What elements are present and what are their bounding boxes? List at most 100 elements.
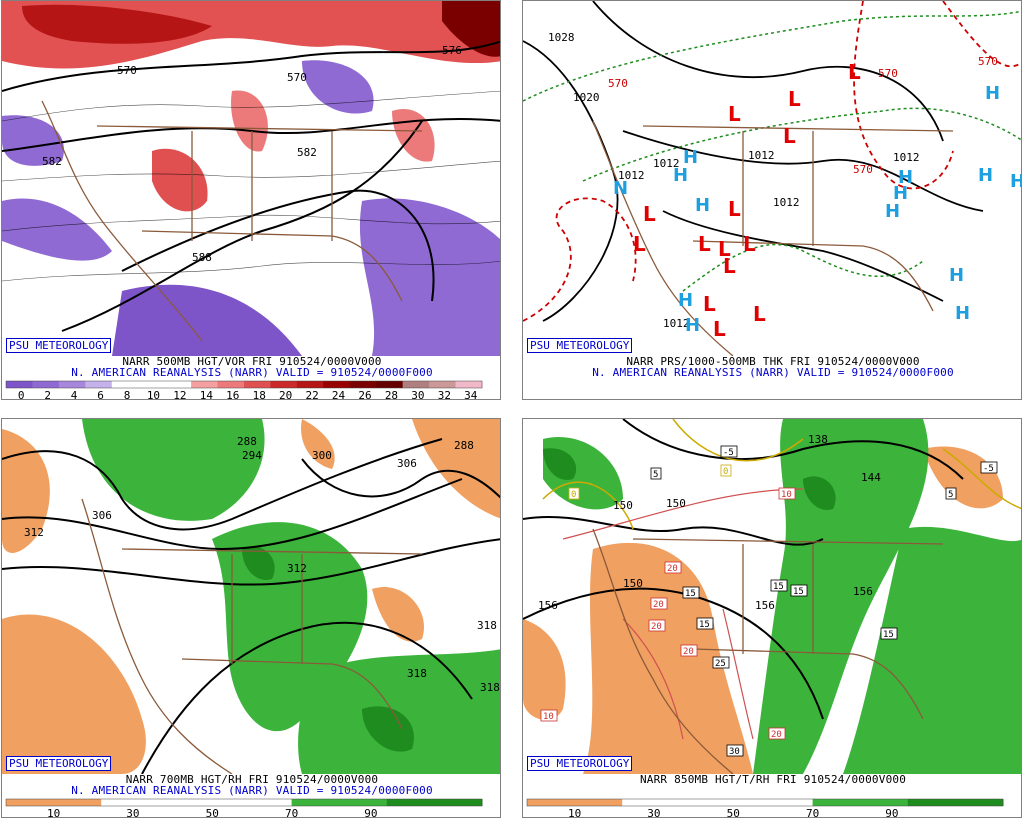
colorbar-swatch xyxy=(101,799,197,806)
temperature-label: 20 xyxy=(771,730,782,740)
colorbar-label: 50 xyxy=(727,807,740,818)
low-pressure-marker: L xyxy=(728,197,741,221)
temperature-label-box xyxy=(682,586,700,599)
contour-label: 582 xyxy=(297,146,317,159)
colorbar-swatch xyxy=(196,799,293,806)
low-pressure-marker: L xyxy=(723,254,736,278)
colorbar-swatch xyxy=(6,799,102,806)
high-pressure-marker: H xyxy=(1010,171,1022,192)
contour-label: 300 xyxy=(312,449,332,462)
high-pressure-marker: N xyxy=(613,178,628,199)
panel-caption: NARR 700MB HGT/RH FRI 910524/0000V000 xyxy=(125,773,379,786)
thickness-label: 570 xyxy=(853,163,873,176)
contour-label: 312 xyxy=(24,526,44,539)
colorbar-label: 2 xyxy=(44,389,51,400)
temperature-label-box xyxy=(568,487,580,500)
panel-pressure-thickness: 1028 1020 1012 1012 1012 1012 1012 1012 … xyxy=(522,0,1022,400)
colorbar-label: 10 xyxy=(47,807,60,818)
temperature-label: -5 xyxy=(723,448,734,458)
moist-core xyxy=(362,706,414,752)
isobar-label: 1012 xyxy=(663,317,690,330)
low-pressure-marker: L xyxy=(718,237,731,261)
temperature-label: 20 xyxy=(667,564,678,574)
contour-label: 318 xyxy=(477,619,497,632)
colorbar-swatch xyxy=(402,381,430,388)
height-contour xyxy=(523,587,824,720)
psu-meteorology-badge: PSU METEOROLOGY xyxy=(527,338,633,353)
colorbar-swatch xyxy=(429,381,457,388)
contour-label: 288 xyxy=(237,435,257,448)
high-pressure-marker: H xyxy=(695,195,710,216)
temperature-label: 5 xyxy=(948,490,953,500)
colorbar-swatch xyxy=(111,381,139,388)
isobar xyxy=(622,130,984,212)
contour-label: 288 xyxy=(454,439,474,452)
low-pressure-marker: L xyxy=(728,102,741,126)
temperature-label-box xyxy=(720,445,738,458)
vort-min-region-2 xyxy=(2,198,112,261)
moist-region xyxy=(753,419,929,774)
map-pressure-thickness: 1028 1020 1012 1012 1012 1012 1012 1012 … xyxy=(523,1,1022,356)
high-pressure-marker: H xyxy=(949,265,964,286)
thickness-line xyxy=(582,107,1021,182)
height-contour xyxy=(2,538,500,586)
psu-meteorology-badge: PSU METEOROLOGY xyxy=(6,756,112,771)
colorbar-label: 30 xyxy=(411,389,424,400)
isobar-label: 1028 xyxy=(548,31,575,44)
temperature-label-box xyxy=(778,487,796,500)
colorbar-swatch xyxy=(138,381,166,388)
height-contour xyxy=(523,515,824,546)
temperature-label: 15 xyxy=(883,630,894,640)
low-pressure-marker: L xyxy=(753,302,766,326)
temperature-label-box xyxy=(664,561,682,574)
colorbar-swatch xyxy=(191,381,219,388)
vort-min-region xyxy=(2,115,64,166)
colorbar-label: 26 xyxy=(358,389,371,400)
border xyxy=(141,230,403,302)
colorbar-swatch xyxy=(527,799,623,806)
panel-caption: NARR 500MB HGT/VOR FRI 910524/0000V000 xyxy=(122,355,382,368)
vort-max-region-2 xyxy=(152,148,208,212)
height-label: 156 xyxy=(853,585,873,598)
low-pressure-marker: L xyxy=(703,292,716,316)
contour-label: 576 xyxy=(442,44,462,57)
thickness-line xyxy=(523,10,1021,102)
temperature-label: 15 xyxy=(699,620,710,630)
colorbar-label: 4 xyxy=(71,389,78,400)
height-label: 150 xyxy=(613,499,633,512)
coastline xyxy=(41,100,203,342)
temperature-label-box xyxy=(726,744,744,757)
low-pressure-marker: L xyxy=(643,202,656,226)
colorbar-label: 70 xyxy=(806,807,819,818)
colorbar-swatch xyxy=(812,799,909,806)
temperature-label: 30 xyxy=(729,747,740,757)
high-pressure-marker: H xyxy=(893,183,908,204)
contour-label: 318 xyxy=(480,681,500,694)
temperature-label-box xyxy=(768,727,786,740)
colorbar-label: 90 xyxy=(885,807,898,818)
contour-label: 318 xyxy=(407,667,427,680)
colorbar-swatch xyxy=(376,381,404,388)
temperature-contour xyxy=(722,608,754,740)
temperature-label: 15 xyxy=(685,589,696,599)
vort-min-region-4 xyxy=(359,198,500,356)
dry-region xyxy=(412,419,500,519)
colorbar-swatch xyxy=(164,381,192,388)
colorbar: 10 30 50 70 90 xyxy=(526,798,1004,818)
temperature-label-box xyxy=(712,656,730,669)
thickness-570 xyxy=(853,1,954,190)
low-pressure-marker: L xyxy=(713,317,726,341)
colorbar-label: 12 xyxy=(173,389,186,400)
panel-valid-caption: N. AMERICAN REANALYSIS (NARR) VALID = 91… xyxy=(592,366,954,379)
panel-caption: NARR 850MB HGT/T/RH FRI 910524/0000V000 xyxy=(639,773,907,786)
height-contour xyxy=(2,438,443,531)
colorbar-swatch xyxy=(291,799,388,806)
isobar-label: 1012 xyxy=(748,149,775,162)
dry-region xyxy=(2,429,50,553)
temperature-label-box xyxy=(770,579,788,592)
colorbar-label: 0 xyxy=(18,389,25,400)
temperature-contour xyxy=(942,448,1021,510)
high-pressure-marker: H xyxy=(673,165,688,186)
map-850mb-temperature-humidity: 138 144 150 150 150 156 156 156 -5 -5 0 0 5 5… xyxy=(523,419,1021,774)
height-label: 138 xyxy=(808,433,828,446)
